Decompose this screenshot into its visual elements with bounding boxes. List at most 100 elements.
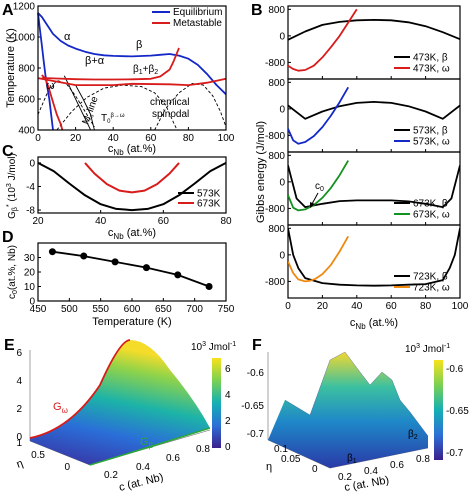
- panel-d-letter: D: [2, 229, 14, 246]
- panel-b-xtick-label: 40: [351, 301, 363, 312]
- t0-curve: [75, 84, 95, 131]
- e-colorbar-tick: 0: [225, 442, 231, 453]
- e-ztick: 4: [16, 376, 22, 387]
- e-colorbar-bar: [212, 358, 221, 448]
- spinodal-curve: [37, 79, 95, 128]
- panel-d-ylabel: c0(at.%, Nb): [7, 245, 19, 299]
- panel-e-colorbar: 103 Jmol-1 6 4 2 0: [191, 341, 236, 453]
- panel-f-ylabel: η: [266, 461, 272, 473]
- panel-a-xlabel: cNb (at.%): [108, 143, 156, 157]
- panel-b-legend-label: 473K, ω: [413, 64, 450, 75]
- f-etatick: 0.1: [274, 444, 288, 455]
- region-alpha: α: [64, 31, 71, 43]
- region-chemical: chemical: [150, 97, 189, 108]
- panel-b-ytick-label: 800: [268, 78, 285, 89]
- panel-c-xtick-label: 40: [95, 216, 107, 227]
- panel-d-xtick-label: 550: [92, 304, 109, 315]
- panel-e-ylabel: η: [15, 457, 25, 470]
- panel-e-surface: [30, 340, 210, 465]
- e-ztick: 6: [16, 348, 22, 359]
- panel-f-letter: F: [252, 337, 262, 354]
- panel-a-letter: A: [2, 2, 14, 19]
- panel-d-ytick-label: 10: [24, 282, 36, 293]
- panel-f: F β1 β2 -0.6 -0.65 -0.7 0.1 0.05 0 η 0.2…: [241, 337, 469, 494]
- ms-line-label: Msline: [80, 95, 101, 127]
- panel-b-series-line: [288, 165, 460, 209]
- panel-e-letter: E: [4, 337, 15, 354]
- f-colorbar-bar: [434, 360, 443, 460]
- panel-c-xtick-label: 20: [32, 216, 44, 227]
- e-colorbar-tick: 6: [225, 364, 231, 375]
- panel-b-ytick-label: 0: [279, 31, 285, 42]
- c0-annotation: c0: [310, 181, 324, 208]
- panel-c-ytick-label: -8: [26, 206, 35, 217]
- panel-f-colorbar: 103 Jmol-1 -0.6 -0.65 -0.7: [405, 343, 469, 460]
- panel-b-ytick-label: 0: [279, 104, 285, 115]
- panel-b-legend-label: 573K, β: [413, 126, 448, 137]
- panel-a: A 0 20 40 60 80 100 400 600 800 1000 1200 Temperat…: [2, 2, 235, 158]
- panel-b-series-line: [288, 18, 460, 41]
- panel-b-ytick-label: -800: [265, 204, 285, 215]
- panel-d-ytick-label: 20: [24, 268, 36, 279]
- e-ztick: 2: [16, 404, 22, 415]
- panel-b-series-group: [288, 228, 460, 287]
- c0-annotation-arrowhead: [310, 202, 315, 208]
- panel-d-series-line: [52, 250, 210, 288]
- panel-b-series-line: [288, 86, 349, 145]
- panel-d-ytick-label: 30: [24, 253, 36, 264]
- panel-c-series-573K: [37, 162, 227, 212]
- region-beta1-beta2: β1+β2: [133, 64, 158, 76]
- panel-b-ylabel: Gibbs energy (J/mol): [255, 121, 267, 223]
- panel-d-point: [174, 271, 182, 279]
- panel-a-xtick-label: 100: [218, 133, 235, 144]
- panel-a-xtick-label: 60: [145, 133, 157, 144]
- panel-a-xtick-label: 80: [183, 133, 195, 144]
- region-beta-alpha: β+α: [85, 55, 105, 67]
- f-ztick: -0.6: [247, 368, 265, 379]
- panel-b-series-line: [288, 160, 349, 212]
- panel-a-ytick-label: 400: [18, 126, 35, 137]
- f-ctick: 0.2: [338, 472, 352, 483]
- panel-b-ytick-label: 0: [279, 250, 285, 261]
- f-ztick: -0.7: [247, 429, 265, 440]
- panel-b-series-line: [288, 228, 460, 287]
- panel-d-xlabel: Temperature (K): [92, 316, 171, 328]
- panel-b-series-group: [288, 160, 460, 212]
- spinodal-curve: [56, 84, 178, 131]
- panel-b-xtick-label: 60: [386, 301, 398, 312]
- panel-e: E Gω Gβ 6 4 2 0 1 0.5 0 η 0.2 0.4 0.6 0.…: [4, 337, 236, 494]
- f-ctick: 0.4: [364, 466, 378, 477]
- panel-d-plot: 450 500 550 600 650 700 750 0 10 20 30: [24, 248, 235, 315]
- panel-a-plot: 0 20 40 60 80 100 400 600 800 1000 1200: [13, 2, 235, 145]
- panel-b-xlabel: cNb (at.%): [350, 317, 398, 331]
- beta2-label: β2: [408, 429, 418, 441]
- c0-annotation-label: c0: [315, 181, 324, 193]
- panel-c-legend-label: 673K: [197, 199, 221, 210]
- panel-b-ytick-label: 800: [268, 5, 285, 16]
- region-omega: ω: [46, 80, 55, 92]
- panel-b-letter: B: [251, 2, 263, 19]
- panel-d-point: [142, 264, 150, 272]
- e-etatick: 0: [64, 462, 70, 473]
- panel-d-point: [80, 252, 88, 260]
- panel-c-ylabel: Gβ* (103 J/mol): [6, 153, 19, 219]
- g-beta-label: Gβ: [140, 436, 154, 450]
- e-ztick: 0: [16, 432, 22, 443]
- g-omega-label: Gω: [53, 401, 68, 415]
- panel-b-series-group: [288, 8, 460, 72]
- legend-equilibrium-label: Equilibrium: [173, 7, 222, 18]
- g-beta-curve: [89, 427, 211, 466]
- panel-c-ytick-label: -4: [26, 182, 35, 193]
- panel-d-point: [48, 248, 56, 256]
- panel-a-ytick-label: 1200: [13, 2, 36, 13]
- panel-b-xtick-label: 80: [420, 301, 432, 312]
- f-colorbar-tick: -0.6: [446, 364, 464, 375]
- f-etatick: 0.05: [281, 454, 301, 465]
- panel-d: D 450 500 550 600 650 700 750 0 10 20 30 c0(at.%, …: [2, 229, 235, 328]
- legend-metastable-label: Metastable: [173, 18, 222, 29]
- f-colorbar-title: 103 Jmol-1: [405, 343, 450, 355]
- panel-d-xtick-label: 750: [218, 304, 235, 315]
